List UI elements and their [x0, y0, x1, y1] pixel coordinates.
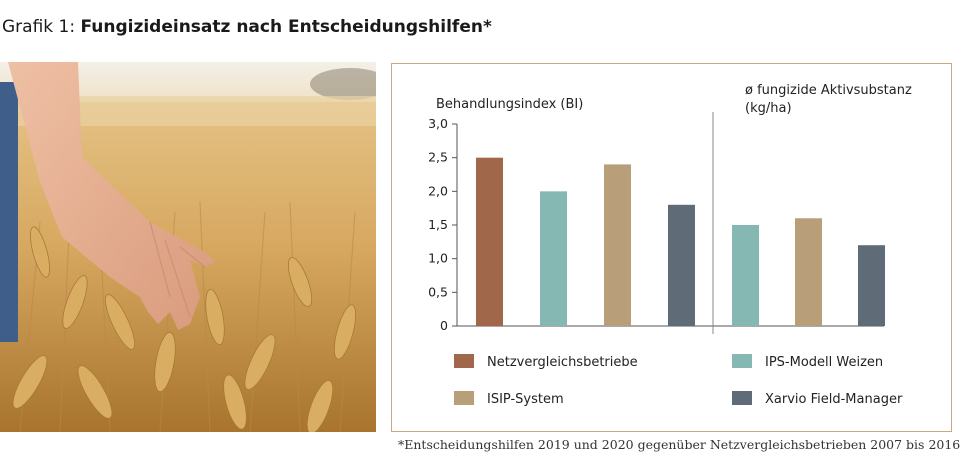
y-tick-label: 0,5 — [428, 284, 448, 299]
y-tick-label: 1,5 — [428, 217, 448, 232]
footnote: *Entscheidungshilfen 2019 und 2020 gegen… — [398, 437, 961, 452]
y-tick-label: 1,0 — [428, 251, 448, 266]
y-tick-label: 3,0 — [428, 116, 448, 131]
panel1-bar-ips-modell-weizen — [540, 191, 567, 326]
y-tick-label: 2,5 — [428, 150, 448, 165]
legend-swatch — [732, 354, 752, 368]
legend-label: Netzvergleichsbetriebe — [487, 355, 638, 370]
panel1-ylabel: Behandlungsindex (BI) — [436, 97, 583, 112]
legend-label: ISIP-System — [487, 392, 564, 407]
panel2-ylabel-line1: ø fungizide Aktivsubstanz — [745, 83, 912, 98]
panel2-bar-isip-system — [795, 218, 822, 326]
chart-heading: Grafik 1: Fungizideinsatz nach Entscheid… — [2, 17, 492, 37]
y-tick-label: 2,0 — [428, 183, 448, 198]
legend-swatch — [454, 354, 474, 368]
legend-swatch — [454, 391, 474, 405]
bar-chart: 3,0 2,5 2,0 1,5 1,0 0,5 0 Behandlungsindex (BI)… — [428, 83, 912, 407]
legend-swatch — [732, 391, 752, 405]
wheat-field-photo — [0, 62, 376, 432]
heading-prefix: Grafik 1: — [2, 17, 81, 37]
panel2-ylabel-line2: (kg/ha) — [745, 101, 792, 116]
panel1-bar-isip-system — [604, 164, 631, 326]
panel1-bar-netzvergleichsbetriebe — [476, 157, 503, 326]
panel2-bar-ips-modell-weizen — [732, 225, 759, 326]
panel1-bar-xarvio-field-manager — [668, 204, 695, 326]
legend-label: Xarvio Field-Manager — [765, 392, 903, 407]
panel2-bar-xarvio-field-manager — [858, 245, 885, 326]
legend-label: IPS-Modell Weizen — [765, 355, 883, 370]
y-tick-label: 0 — [440, 318, 448, 333]
heading-title: Fungizideinsatz nach Entscheidungshilfen… — [80, 17, 492, 37]
chart-panel: 3,0 2,5 2,0 1,5 1,0 0,5 0 Behandlungsindex (BI)… — [391, 63, 952, 432]
